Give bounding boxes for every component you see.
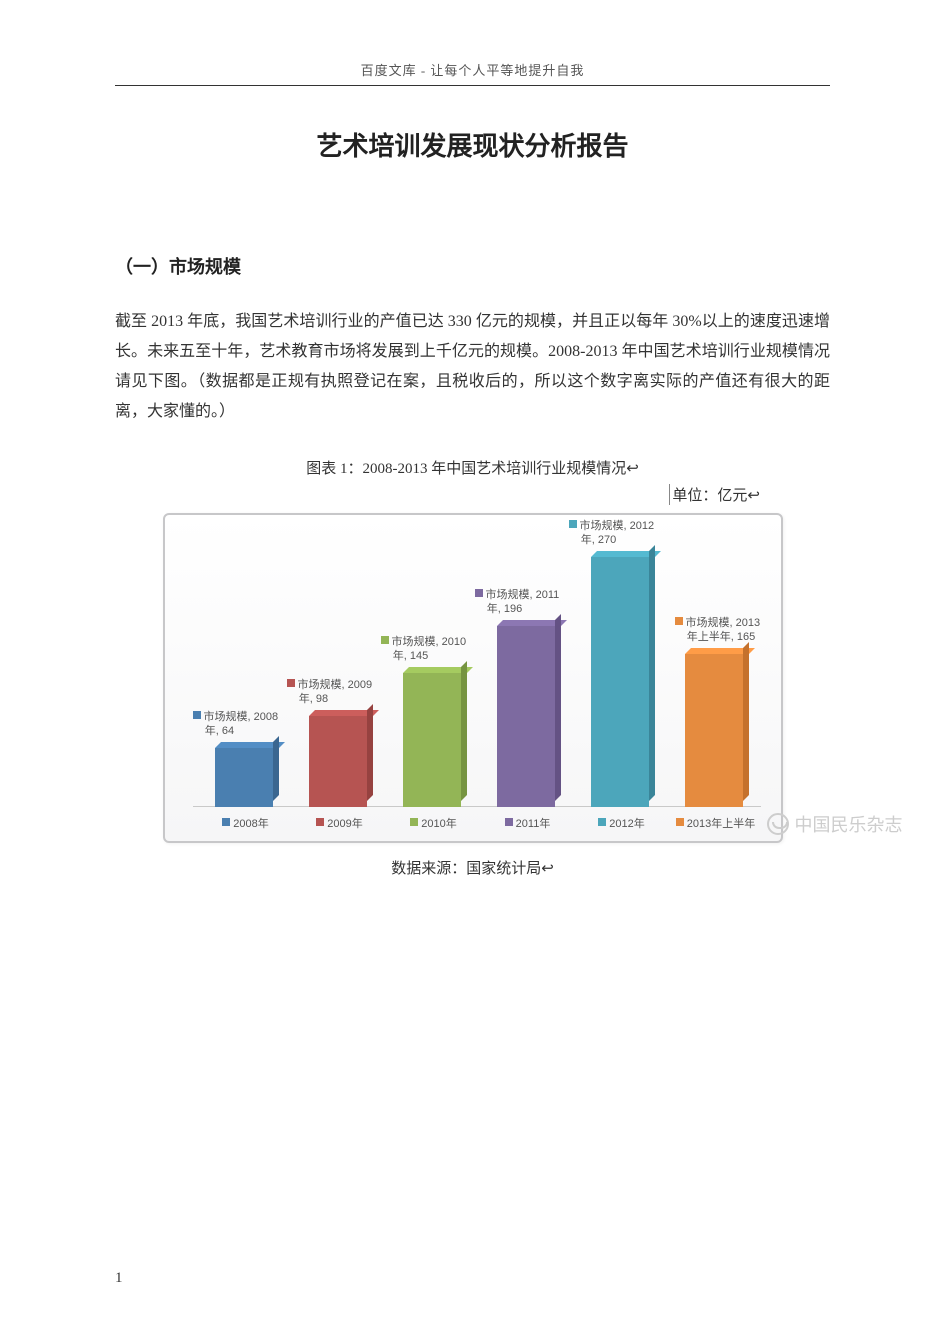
legend-swatch-icon: [316, 818, 324, 826]
bar-data-label: 市场规模, 2011 年, 196: [475, 588, 595, 616]
bar-face: [497, 626, 555, 807]
bar-label-line2: 年, 98: [287, 693, 329, 705]
bar-data-label: 市场规模, 2012 年, 270: [569, 519, 689, 547]
legend-swatch-icon: [287, 679, 295, 687]
bar-label-line2: 年, 64: [193, 725, 235, 737]
bar-data-label: 市场规模, 2013 年上半年, 165: [675, 616, 795, 644]
bar-label-line1: 市场规模, 2012: [580, 520, 655, 532]
x-axis-category: 2010年: [421, 818, 456, 830]
bar-label-line1: 市场规模, 2009: [298, 679, 373, 691]
bar-label-line1: 市场规模, 2011: [486, 589, 560, 601]
x-axis-label: 2012年: [573, 815, 671, 831]
chart-unit-label: 单位：亿元↩: [669, 484, 830, 505]
bar-chart: 市场规模, 2008 年, 64市场规模, 2009 年, 98市场规模, 20…: [163, 513, 783, 843]
chart-title: 图表 1：2008-2013 年中国艺术培训行业规模情况↩: [115, 457, 830, 478]
bar-side: [743, 642, 749, 801]
page-number: 1: [115, 1270, 123, 1287]
bar-face: [215, 748, 273, 807]
x-axis-category: 2008年: [233, 818, 268, 830]
bar-label-line1: 市场规模, 2008: [204, 711, 279, 723]
bar-face: [309, 716, 367, 807]
section-heading: （一）市场规模: [115, 253, 830, 279]
legend-swatch-icon: [475, 589, 483, 597]
bar-side: [555, 614, 561, 801]
watermark: 中国民乐杂志: [767, 811, 903, 837]
bar-side: [273, 736, 279, 801]
chart-plot-area: 市场规模, 2008 年, 64市场规模, 2009 年, 98市场规模, 20…: [193, 529, 761, 807]
x-axis-category: 2009年: [327, 818, 362, 830]
bar-side: [461, 661, 467, 801]
x-axis-category: 2012年: [609, 818, 644, 830]
bar: [403, 673, 461, 807]
bar-label-line2: 年, 270: [569, 534, 617, 546]
x-axis-category: 2011年: [516, 818, 551, 830]
x-axis-label: 2008年: [197, 815, 295, 831]
bar-side: [367, 704, 373, 801]
bar-label-line2: 年上半年, 165: [675, 631, 756, 643]
legend-swatch-icon: [675, 617, 683, 625]
document-title: 艺术培训发展现状分析报告: [115, 126, 830, 163]
bar: [685, 654, 743, 807]
watermark-text: 中国民乐杂志: [795, 811, 903, 837]
legend-swatch-icon: [505, 818, 513, 826]
bar: [309, 716, 367, 807]
site-tagline: 百度文库 - 让每个人平等地提升自我: [115, 60, 830, 79]
bar-face: [685, 654, 743, 807]
bar-data-label: 市场规模, 2009 年, 98: [287, 678, 407, 706]
chart-source-label: 数据来源：国家统计局↩: [115, 857, 830, 878]
bar: [215, 748, 273, 807]
legend-swatch-icon: [676, 818, 684, 826]
x-axis-label: 2013年上半年: [667, 815, 765, 831]
bar: [497, 626, 555, 807]
legend-swatch-icon: [569, 520, 577, 528]
bar: [591, 557, 649, 807]
bar-data-label: 市场规模, 2008 年, 64: [193, 710, 313, 738]
bar-side: [649, 545, 655, 801]
bar-data-label: 市场规模, 2010 年, 145: [381, 635, 501, 663]
body-paragraph: 截至 2013 年底，我国艺术培训行业的产值已达 330 亿元的规模，并且正以每…: [115, 307, 830, 427]
bar-label-line1: 市场规模, 2010: [392, 636, 467, 648]
x-axis-label: 2011年: [479, 815, 577, 831]
wechat-icon: [767, 813, 789, 835]
legend-swatch-icon: [193, 711, 201, 719]
bar-face: [403, 673, 461, 807]
header-divider: [115, 85, 830, 86]
x-axis-label: 2010年: [385, 815, 483, 831]
legend-swatch-icon: [381, 636, 389, 644]
legend-swatch-icon: [598, 818, 606, 826]
chart-wrap: 市场规模, 2008 年, 64市场规模, 2009 年, 98市场规模, 20…: [163, 513, 783, 843]
bar-face: [591, 557, 649, 807]
legend-swatch-icon: [410, 818, 418, 826]
chart-baseline: [193, 806, 761, 807]
x-axis-label: 2009年: [291, 815, 389, 831]
bar-label-line2: 年, 196: [475, 603, 523, 615]
legend-swatch-icon: [222, 818, 230, 826]
x-axis-category: 2013年上半年: [687, 818, 755, 830]
document-page: 百度文库 - 让每个人平等地提升自我 艺术培训发展现状分析报告 （一）市场规模 …: [0, 0, 945, 1337]
bar-label-line1: 市场规模, 2013: [686, 617, 761, 629]
bar-label-line2: 年, 145: [381, 650, 429, 662]
x-axis-labels: 2008年 2009年 2010年 2011年 2012年 2013年上半年: [193, 815, 761, 833]
